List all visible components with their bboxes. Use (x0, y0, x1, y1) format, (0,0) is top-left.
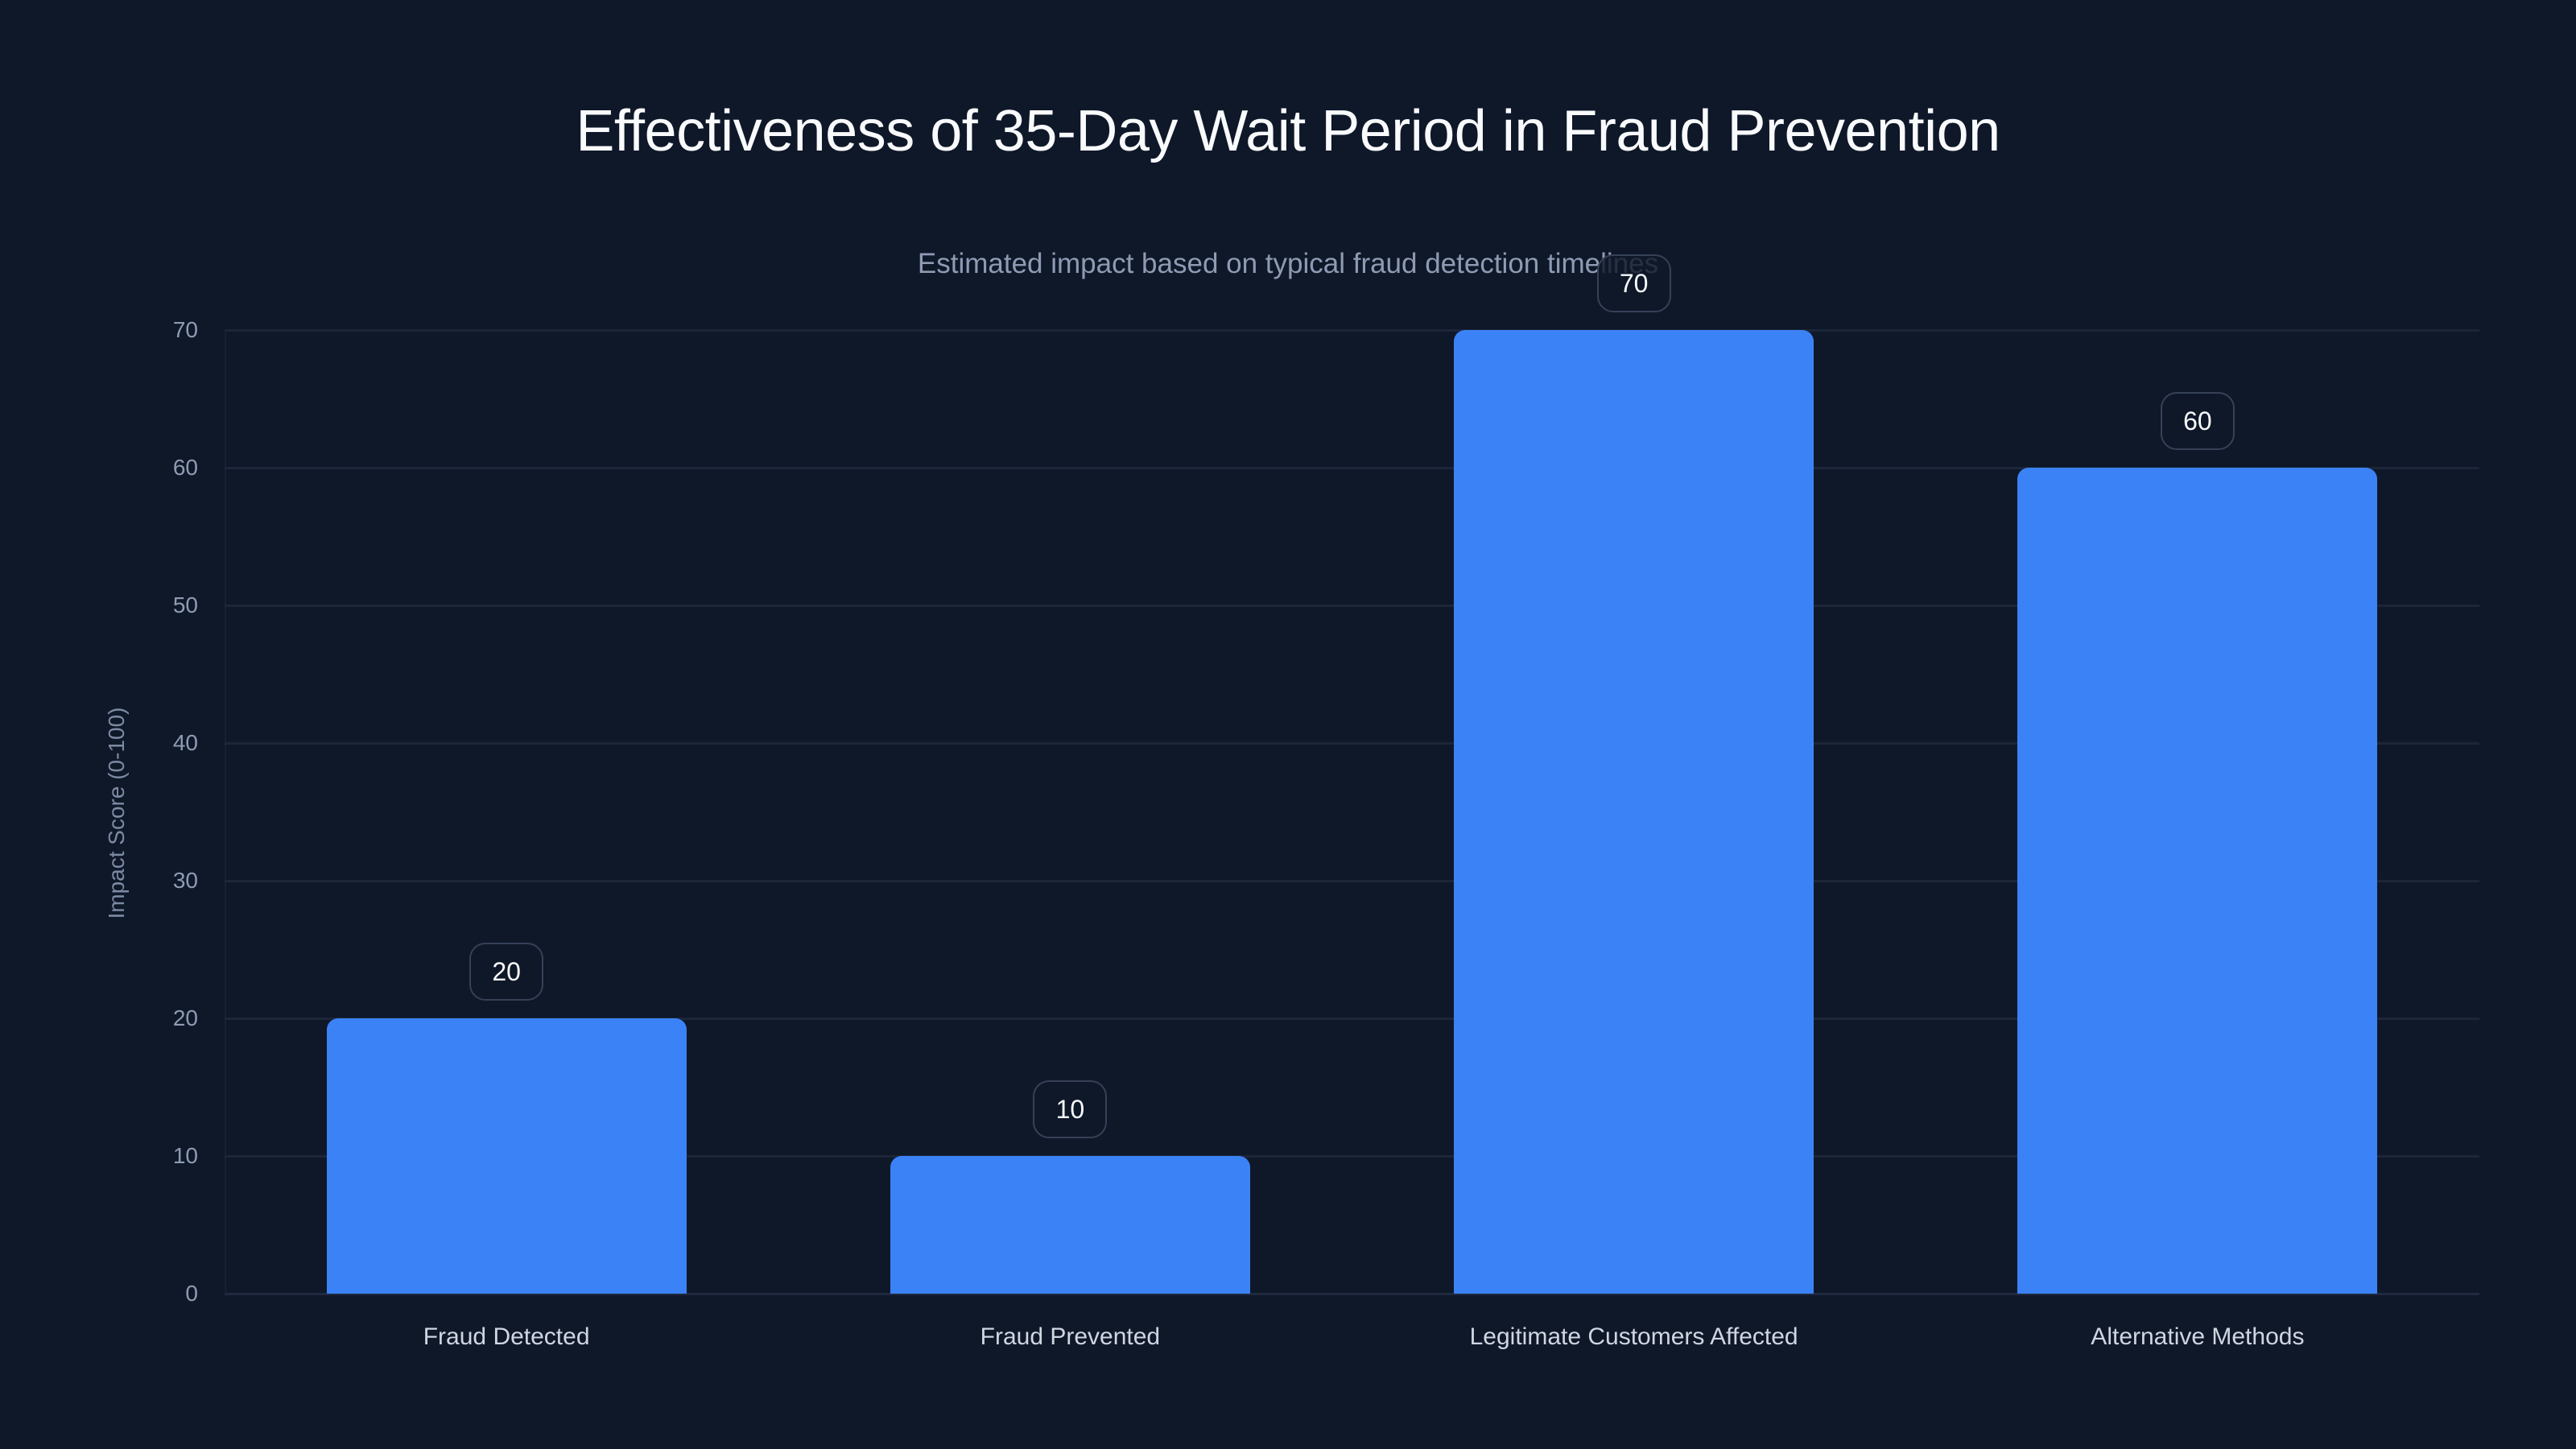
gridline (225, 1155, 2479, 1158)
y-tick-label: 20 (172, 1005, 198, 1030)
y-tick-label: 50 (172, 592, 198, 617)
y-tick-label: 60 (172, 455, 198, 480)
y-tick-label: 10 (172, 1143, 198, 1168)
y-tick-label: 40 (172, 730, 198, 755)
x-category-label: Fraud Detected (423, 1323, 590, 1350)
y-tick-label: 0 (185, 1281, 198, 1306)
x-category-label: Legitimate Customers Affected (1469, 1323, 1798, 1350)
value-label-badge: 70 (1596, 254, 1671, 312)
chart-title: Effectiveness of 35-Day Wait Period in F… (576, 99, 2000, 163)
plot-area: 0 10 20 30 40 50 60 70 20 10 70 60 (173, 254, 2479, 1306)
gridline (225, 605, 2479, 607)
gridline (225, 742, 2479, 745)
gridline (225, 467, 2479, 469)
y-tick-label: 30 (172, 868, 198, 893)
bar[interactable] (2017, 468, 2378, 1294)
y-axis-line (225, 330, 226, 1294)
gridline (225, 1018, 2479, 1020)
gridline (225, 1293, 2479, 1295)
bar[interactable] (326, 1018, 687, 1294)
value-label-badge: 20 (469, 943, 544, 1001)
x-category-label: Alternative Methods (2091, 1323, 2305, 1350)
bar[interactable] (890, 1156, 1250, 1294)
gridline (225, 329, 2479, 332)
chart-subtitle: Estimated impact based on typical fraud … (917, 248, 1659, 279)
bar[interactable] (1454, 330, 1814, 1294)
value-label-badge: 10 (1033, 1080, 1108, 1138)
value-label-badge: 60 (2160, 392, 2235, 450)
x-category-label: Fraud Prevented (980, 1323, 1161, 1350)
y-tick-label: 70 (172, 317, 198, 342)
gridline (225, 880, 2479, 882)
